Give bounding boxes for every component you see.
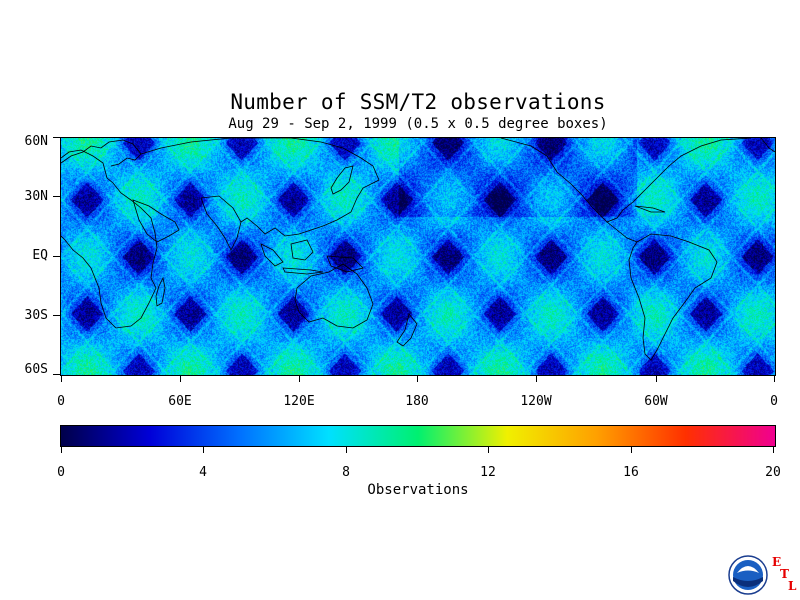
coastline-arabia — [132, 199, 180, 243]
lon-label-120e: 120E — [283, 394, 315, 409]
coastline-africa — [61, 149, 158, 329]
colorbar-tick — [488, 447, 489, 453]
lon-tick — [180, 375, 181, 382]
colorbar-tick-label: 20 — [765, 465, 781, 480]
lat-tick — [53, 256, 60, 257]
coastlines-overlay — [61, 138, 775, 361]
coastline-northamerica — [500, 138, 752, 223]
lon-tick — [417, 375, 418, 382]
coastline-europe — [61, 139, 142, 167]
coastline-newguinea — [326, 255, 364, 273]
colorbar-tick-label: 16 — [623, 465, 639, 480]
coastline-newzealand — [396, 313, 418, 347]
noaa-logo — [728, 555, 768, 595]
coastline-centralamerica — [606, 221, 638, 243]
lon-label-0: 0 — [57, 394, 65, 409]
observation-map — [60, 137, 776, 376]
colorbar-tick — [203, 447, 204, 453]
lat-label-60n: 60N — [24, 134, 48, 149]
lat-tick — [53, 137, 60, 138]
colorbar-tick-label: 0 — [57, 465, 65, 480]
lon-label-60w: 60W — [644, 394, 668, 409]
lat-label-30n: 30N — [24, 189, 48, 204]
colorbar-tick-label: 12 — [480, 465, 496, 480]
lat-label-60s: 60S — [24, 362, 48, 377]
lon-label-120w: 120W — [520, 394, 552, 409]
lon-tick — [536, 375, 537, 382]
colorbar-tick-label: 8 — [342, 465, 350, 480]
lon-tick — [61, 375, 62, 382]
colorbar-gradient — [61, 426, 775, 446]
etl-letters: E T L — [768, 556, 800, 596]
observation-density-field — [61, 138, 775, 375]
lon-tick — [656, 375, 657, 382]
lat-label-30s: 30S — [24, 308, 48, 323]
colorbar-label: Observations — [367, 482, 469, 498]
coastline-madagascar — [155, 276, 166, 307]
lon-label-0-end: 0 — [770, 394, 778, 409]
coastline-greenland — [760, 138, 775, 153]
colorbar-tick — [631, 447, 632, 453]
coastline-cuba — [634, 205, 666, 213]
etl-letter-l: L — [788, 579, 797, 593]
lon-label-180: 180 — [405, 394, 429, 409]
colorbar-tick — [346, 447, 347, 453]
lat-tick — [53, 374, 60, 375]
coastline-sumatra — [260, 243, 284, 267]
colorbar-tick-label: 4 — [199, 465, 207, 480]
colorbar — [60, 425, 776, 447]
coastline-asia — [140, 138, 380, 237]
lat-label-eq: EQ — [32, 248, 48, 263]
chart-title: Number of SSM/T2 observations — [230, 90, 606, 114]
colorbar-tick — [773, 447, 774, 453]
coastline-borneo — [290, 239, 314, 261]
lon-tick — [299, 375, 300, 382]
etl-letter-e: E — [772, 555, 782, 569]
coastline-india — [200, 195, 242, 251]
lat-tick — [53, 315, 60, 316]
lon-tick — [774, 375, 775, 382]
lon-label-60e: 60E — [168, 394, 192, 409]
chart-subtitle: Aug 29 - Sep 2, 1999 (0.5 x 0.5 degree b… — [228, 116, 608, 132]
coastline-australia — [294, 263, 374, 329]
lat-tick — [53, 196, 60, 197]
coastline-japan — [330, 165, 354, 195]
colorbar-tick — [61, 447, 62, 453]
etl-letter-t: T — [780, 567, 789, 581]
coastline-java — [282, 267, 324, 275]
coastline-southamerica — [628, 233, 718, 361]
